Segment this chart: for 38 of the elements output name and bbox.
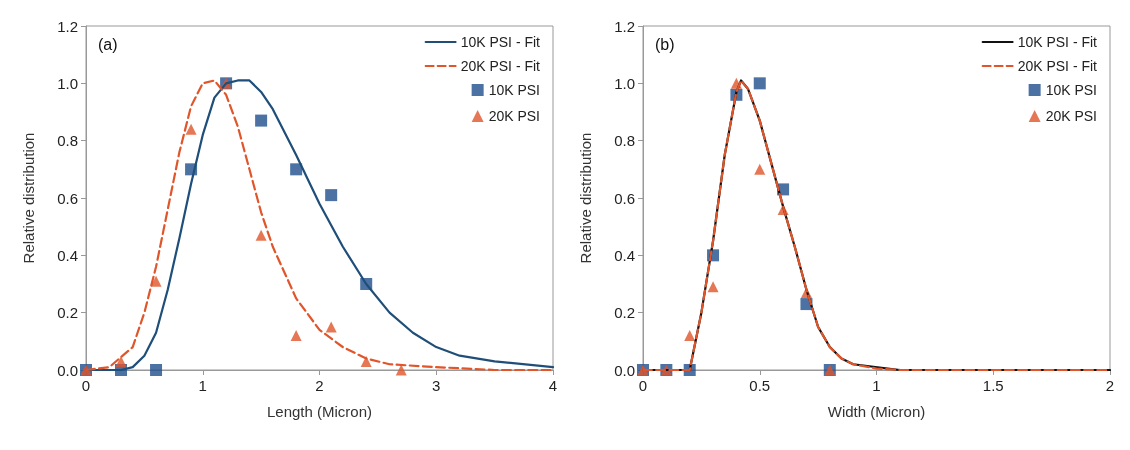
y-axis-title: Relative distribution <box>577 132 594 264</box>
y-tick-label: 1.2 <box>57 17 78 35</box>
y-tick-label: 0.0 <box>57 361 78 379</box>
y-tick-label: 1.2 <box>614 17 635 35</box>
legend-label: 10K PSI <box>1045 82 1098 98</box>
legend-label: 20K PSI <box>1045 108 1098 124</box>
x-axis-title: Width (Micron) <box>827 403 926 420</box>
y-tick-label: 0.8 <box>57 132 78 150</box>
x-axis-title: Length (Micron) <box>266 403 373 420</box>
y-tick-label: 1.0 <box>614 74 635 92</box>
y-tick-label: 0.6 <box>57 189 78 207</box>
legend-label: 20K PSI <box>488 108 541 124</box>
x-tick-label: 3 <box>432 377 441 394</box>
legend-label: 20K PSI - Fit <box>460 58 541 74</box>
x-tick-label: 0 <box>638 377 648 394</box>
x-tick-label: 1.5 <box>982 377 1004 394</box>
y-tick-label: 0.4 <box>614 246 635 264</box>
x-tick-label: 0.5 <box>749 377 771 394</box>
y-tick-label: 1.0 <box>57 74 78 92</box>
legend-label: 10K PSI - Fit <box>1017 34 1098 50</box>
y-tick-label: 0.8 <box>614 132 635 150</box>
x-tick-label: 0 <box>81 377 91 394</box>
y-tick-label: 0.2 <box>614 304 635 322</box>
legend-label: 20K PSI - Fit <box>1017 58 1098 74</box>
legend-label: 10K PSI <box>488 82 541 98</box>
y-tick-label: 0.0 <box>614 361 635 379</box>
legend-label: 10K PSI - Fit <box>460 34 541 50</box>
x-tick-label: 1 <box>872 377 881 394</box>
y-tick-label: 0.4 <box>57 246 78 264</box>
x-tick-label: 2 <box>1105 377 1115 394</box>
x-tick-label: 1 <box>198 377 207 394</box>
annotation: (a) <box>98 35 118 53</box>
x-tick-label: 2 <box>315 377 324 394</box>
y-axis-title: Relative distribution <box>20 132 37 264</box>
annotation: (b) <box>655 35 675 53</box>
x-tick-label: 4 <box>548 377 558 394</box>
y-tick-label: 0.2 <box>57 304 78 322</box>
y-tick-label: 0.6 <box>614 189 635 207</box>
